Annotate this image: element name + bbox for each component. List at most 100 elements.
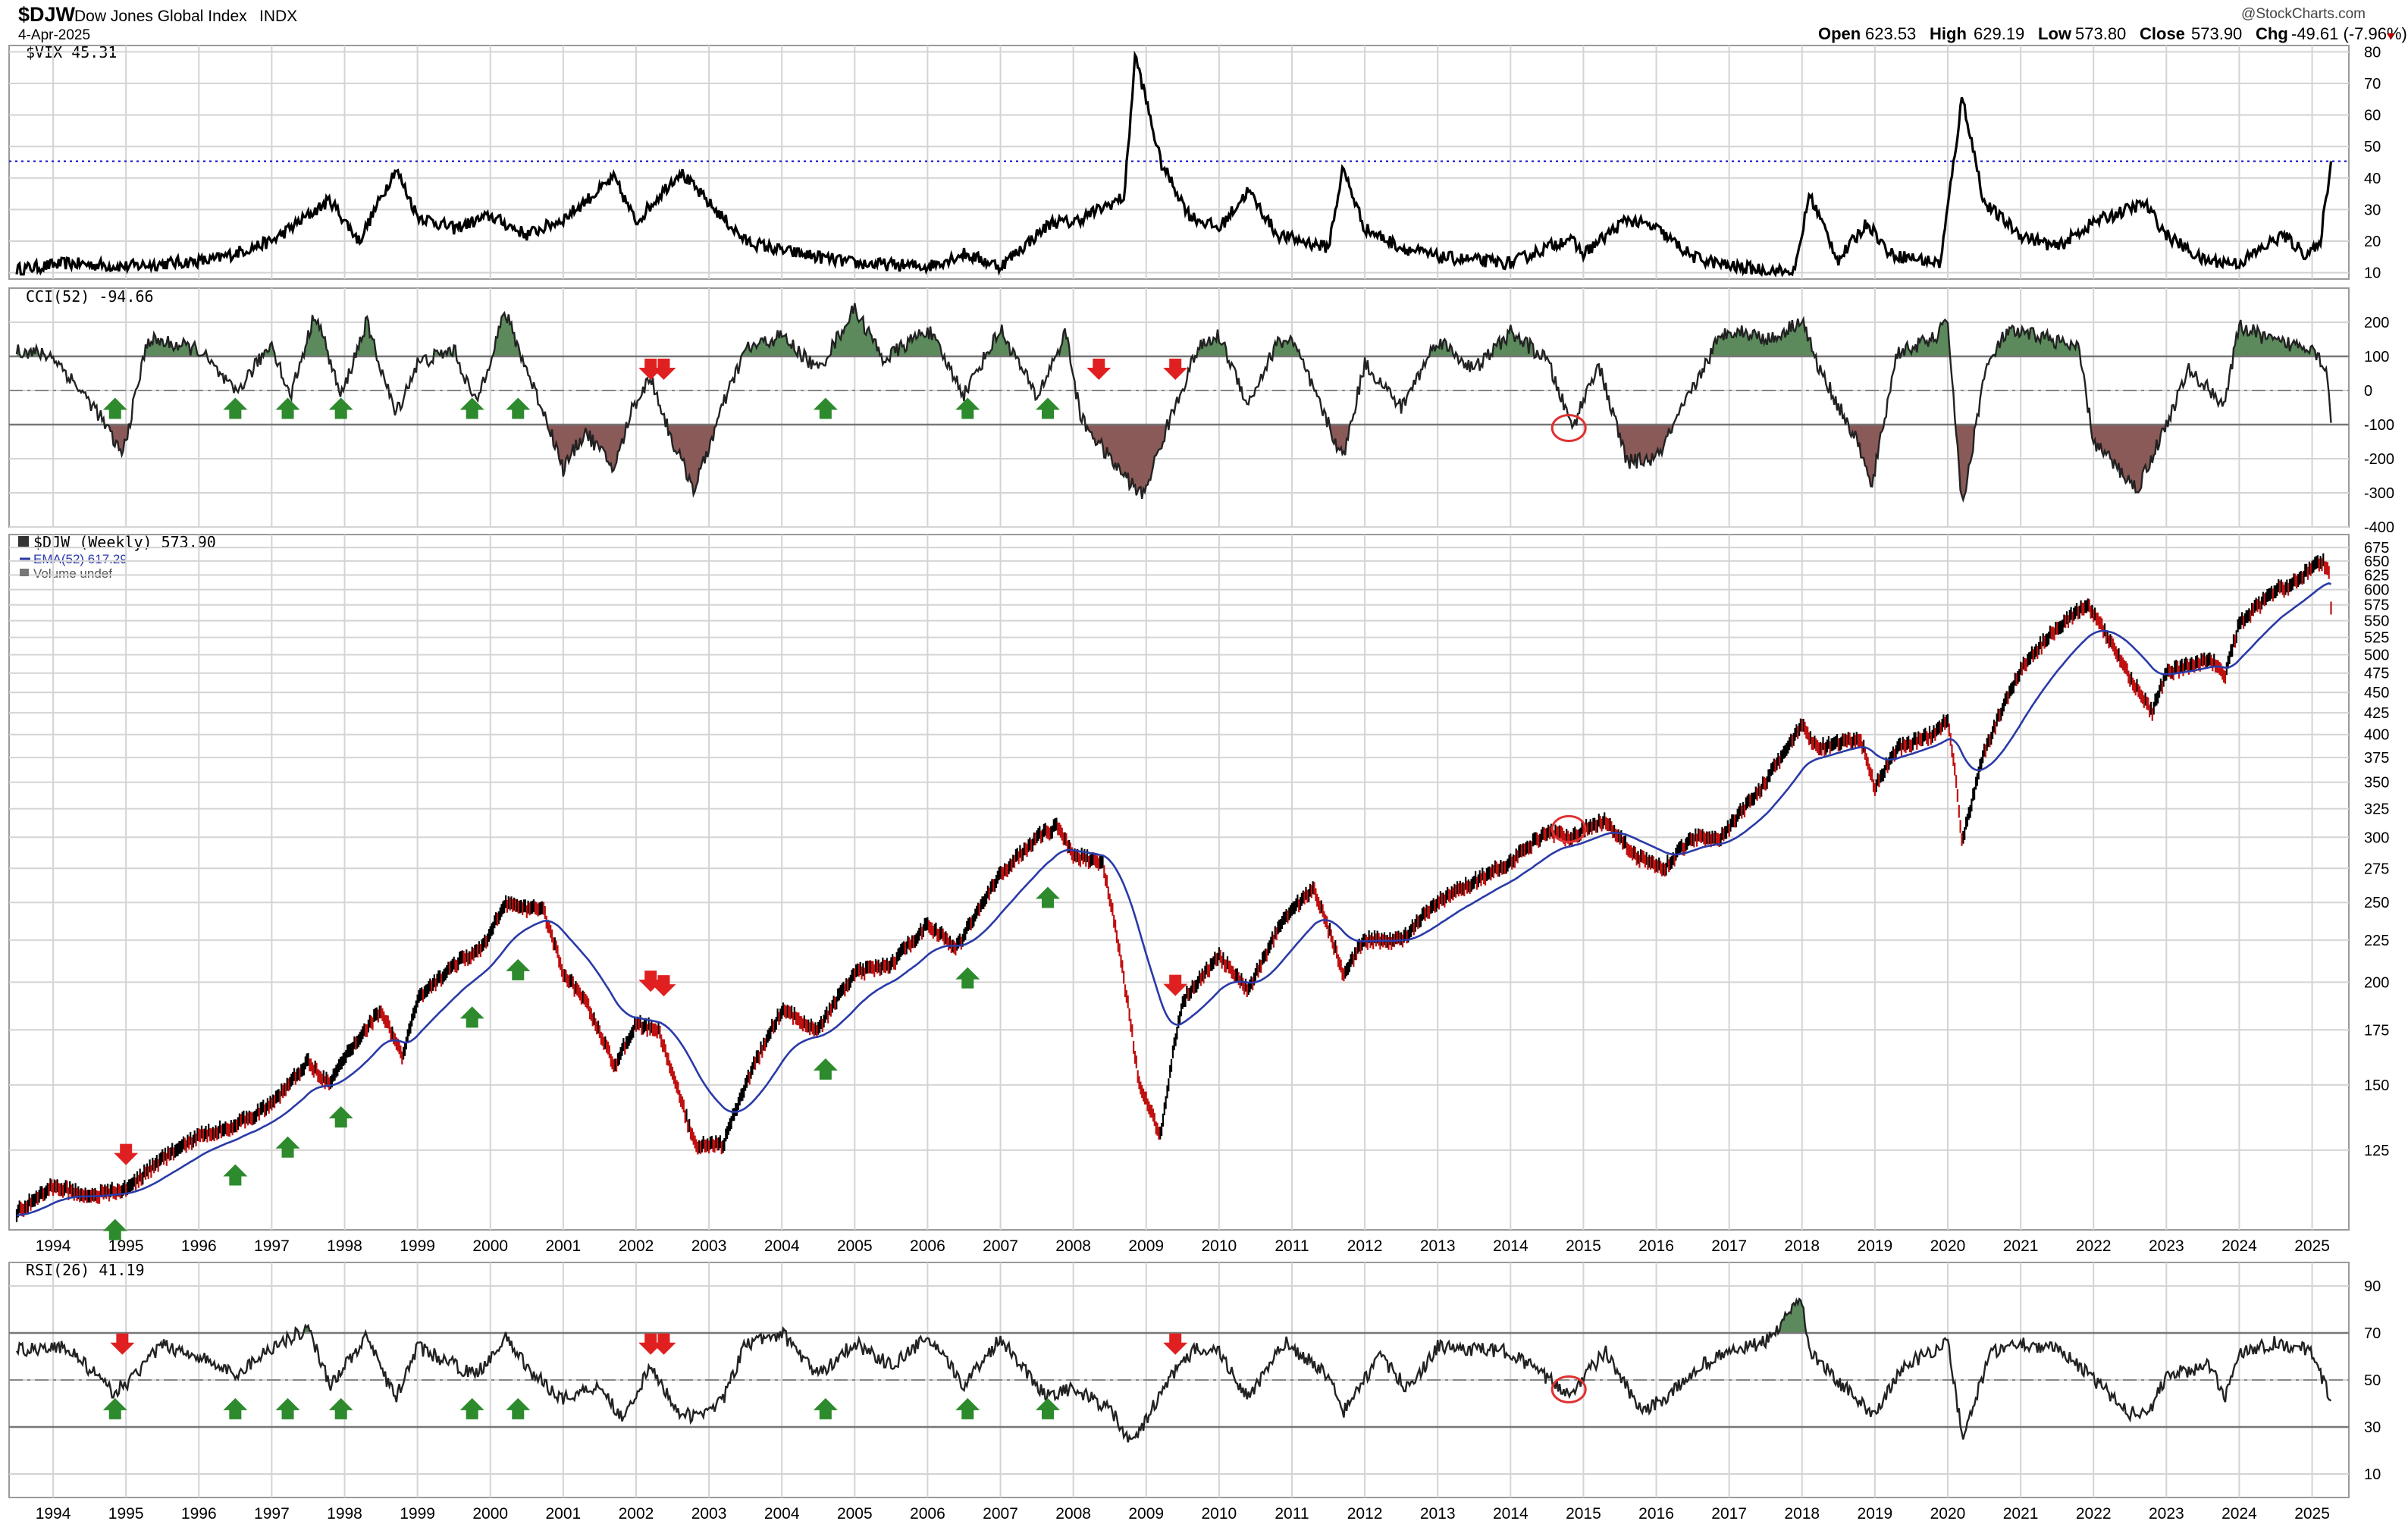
price-ytick: 150 (2364, 1077, 2389, 1094)
cci-frame (8, 287, 2350, 528)
price-ytick: 550 (2364, 613, 2389, 630)
price-up-arrow (459, 1006, 484, 1028)
cci-ytick: -300 (2364, 485, 2394, 502)
cci-up-arrow (275, 397, 300, 419)
rsi-xtick: 2003 (691, 1505, 727, 1521)
price-xtick: 2014 (1493, 1237, 1529, 1255)
price-xtick: 2003 (691, 1237, 727, 1255)
ema-line (16, 582, 2332, 1217)
vix-ytick: 70 (2364, 76, 2381, 93)
rsi-ytick: 30 (2364, 1419, 2381, 1436)
rsi-xtick: 2019 (1858, 1505, 1893, 1521)
price-xtick: 2010 (1202, 1237, 1237, 1255)
rsi-xtick: 2001 (545, 1505, 581, 1521)
price-bars-down (20, 558, 2332, 1217)
open-value: 623.53 (1865, 24, 1916, 43)
price-ytick: 375 (2364, 750, 2389, 767)
vix-ytick: 30 (2364, 202, 2381, 218)
price-ytick: 225 (2364, 933, 2389, 949)
cci-up-arrow (506, 397, 531, 419)
high-label: High (1930, 24, 1967, 43)
rsi-xtick: 2002 (619, 1505, 654, 1521)
rsi-xtick: 2011 (1275, 1505, 1309, 1521)
rsi-xtick: 2025 (2294, 1505, 2330, 1521)
low-value: 573.80 (2075, 24, 2126, 43)
rsi-xtick: 2006 (910, 1505, 945, 1521)
price-down-arrow (638, 971, 663, 993)
cci-ytick: 100 (2364, 349, 2389, 365)
price-legend-icon (18, 536, 29, 547)
rsi-down-arrow (1163, 1333, 1188, 1355)
rsi-down-arrow (110, 1333, 135, 1355)
rsi-ytick: 70 (2364, 1325, 2381, 1342)
price-xtick: 2012 (1347, 1237, 1383, 1255)
rsi-overbought-fill (17, 1299, 2331, 1333)
rsi-ytick: 50 (2364, 1372, 2381, 1389)
rsi-legend: RSI(26) 41.19 (26, 1261, 145, 1279)
rsi-xtick: 2004 (764, 1505, 800, 1521)
cci-oversold-fill (17, 425, 2331, 500)
rsi-up-arrow (275, 1397, 300, 1419)
rsi-xtick: 2010 (1202, 1505, 1237, 1521)
price-up-arrow (1035, 886, 1060, 908)
price-xtick: 2007 (983, 1237, 1018, 1255)
price-xtick: 2008 (1055, 1237, 1091, 1255)
rsi-xtick: 1996 (181, 1505, 217, 1521)
rsi-xtick: 1999 (400, 1505, 435, 1521)
vix-ytick: 20 (2364, 234, 2381, 250)
price-ytick: 275 (2364, 861, 2389, 877)
price-ytick: 650 (2364, 554, 2389, 570)
price-xtick: 2017 (1711, 1237, 1747, 1255)
cci-ytick: -200 (2364, 451, 2394, 468)
price-ytick: 325 (2364, 801, 2389, 818)
vix-ytick: 40 (2364, 171, 2381, 187)
rsi-xtick: 2014 (1493, 1505, 1529, 1521)
price-up-arrow (223, 1164, 248, 1186)
cci-down-arrow (1086, 359, 1112, 380)
rsi-up-arrow (328, 1397, 353, 1419)
price-circle (1550, 814, 1587, 843)
symbol-label: $DJW (18, 3, 76, 26)
price-xtick: 2011 (1275, 1237, 1309, 1255)
rsi-xtick: 2016 (1638, 1505, 1674, 1521)
cci-ytick: -100 (2364, 417, 2394, 434)
close-label: Close (2140, 24, 2185, 43)
price-up-arrow (813, 1058, 838, 1080)
rsi-xtick: 1998 (327, 1505, 362, 1521)
price-xtick: 2013 (1420, 1237, 1456, 1255)
rsi-xtick: 2000 (472, 1505, 508, 1521)
rsi-ytick: 10 (2364, 1466, 2381, 1483)
price-xtick: 1996 (181, 1237, 217, 1255)
price-xtick: 1995 (108, 1237, 144, 1255)
rsi-line (15, 1297, 2332, 1443)
price-ytick: 450 (2364, 685, 2389, 701)
rsi-xtick: 2021 (2003, 1505, 2039, 1521)
cci-ytick: -400 (2364, 519, 2394, 536)
price-ytick: 475 (2364, 666, 2389, 682)
rsi-up-arrow (506, 1397, 531, 1419)
price-xtick: 2019 (1858, 1237, 1893, 1255)
price-panel: $DJW (Weekly) 573.90 EMA(52) 617.29 Volu… (8, 533, 2389, 1255)
cci-down-arrow (1163, 359, 1188, 380)
rsi-up-arrow (102, 1397, 127, 1419)
close-value: 573.90 (2191, 24, 2242, 43)
price-xtick: 2023 (2149, 1237, 2184, 1255)
vix-ytick: 50 (2364, 139, 2381, 155)
price-ytick: 525 (2364, 630, 2389, 647)
price-xtick: 2001 (545, 1237, 581, 1255)
rsi-up-arrow (955, 1397, 980, 1419)
rsi-xtick: 2009 (1128, 1505, 1164, 1521)
price-xtick: 2004 (764, 1237, 800, 1255)
price-xtick: 1999 (400, 1237, 435, 1255)
price-ytick: 125 (2364, 1143, 2389, 1159)
price-ytick: 175 (2364, 1022, 2389, 1039)
price-ytick: 425 (2364, 705, 2389, 722)
price-ytick: 575 (2364, 597, 2389, 614)
rsi-xtick: 2023 (2149, 1505, 2184, 1521)
cci-down-arrow (638, 359, 663, 380)
rsi-xtick: 2005 (837, 1505, 873, 1521)
index-name: Dow Jones Global Index (74, 8, 247, 25)
chg-down-icon (2387, 33, 2394, 39)
cci-up-arrow (459, 397, 484, 419)
